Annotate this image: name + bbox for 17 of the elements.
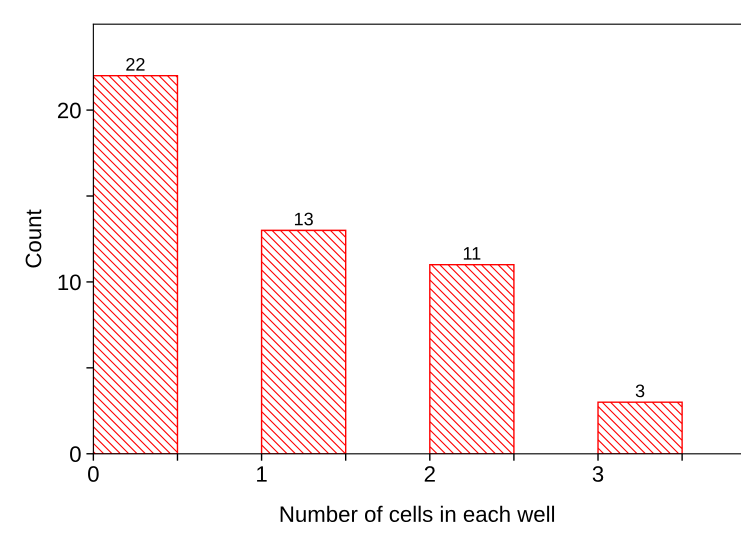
bar — [260, 230, 346, 454]
data-label: 13 — [294, 212, 313, 226]
bar — [429, 264, 515, 454]
y-axis-title: Count — [26, 209, 42, 268]
data-label: 3 — [636, 384, 644, 398]
x-tick-label: 3 — [592, 466, 604, 482]
bar — [597, 402, 683, 454]
y-tick-label: 20 — [58, 102, 81, 118]
x-tick-label: 0 — [88, 466, 99, 482]
x-axis-title: Number of cells in each well — [280, 506, 554, 522]
data-label: 22 — [126, 58, 145, 71]
x-tick-label: 2 — [424, 466, 435, 482]
x-tick-label: 1 — [257, 466, 267, 482]
y-tick-label: 0 — [70, 446, 81, 462]
bar — [93, 75, 178, 454]
data-label: 11 — [464, 247, 480, 260]
y-tick-label: 10 — [58, 274, 81, 290]
